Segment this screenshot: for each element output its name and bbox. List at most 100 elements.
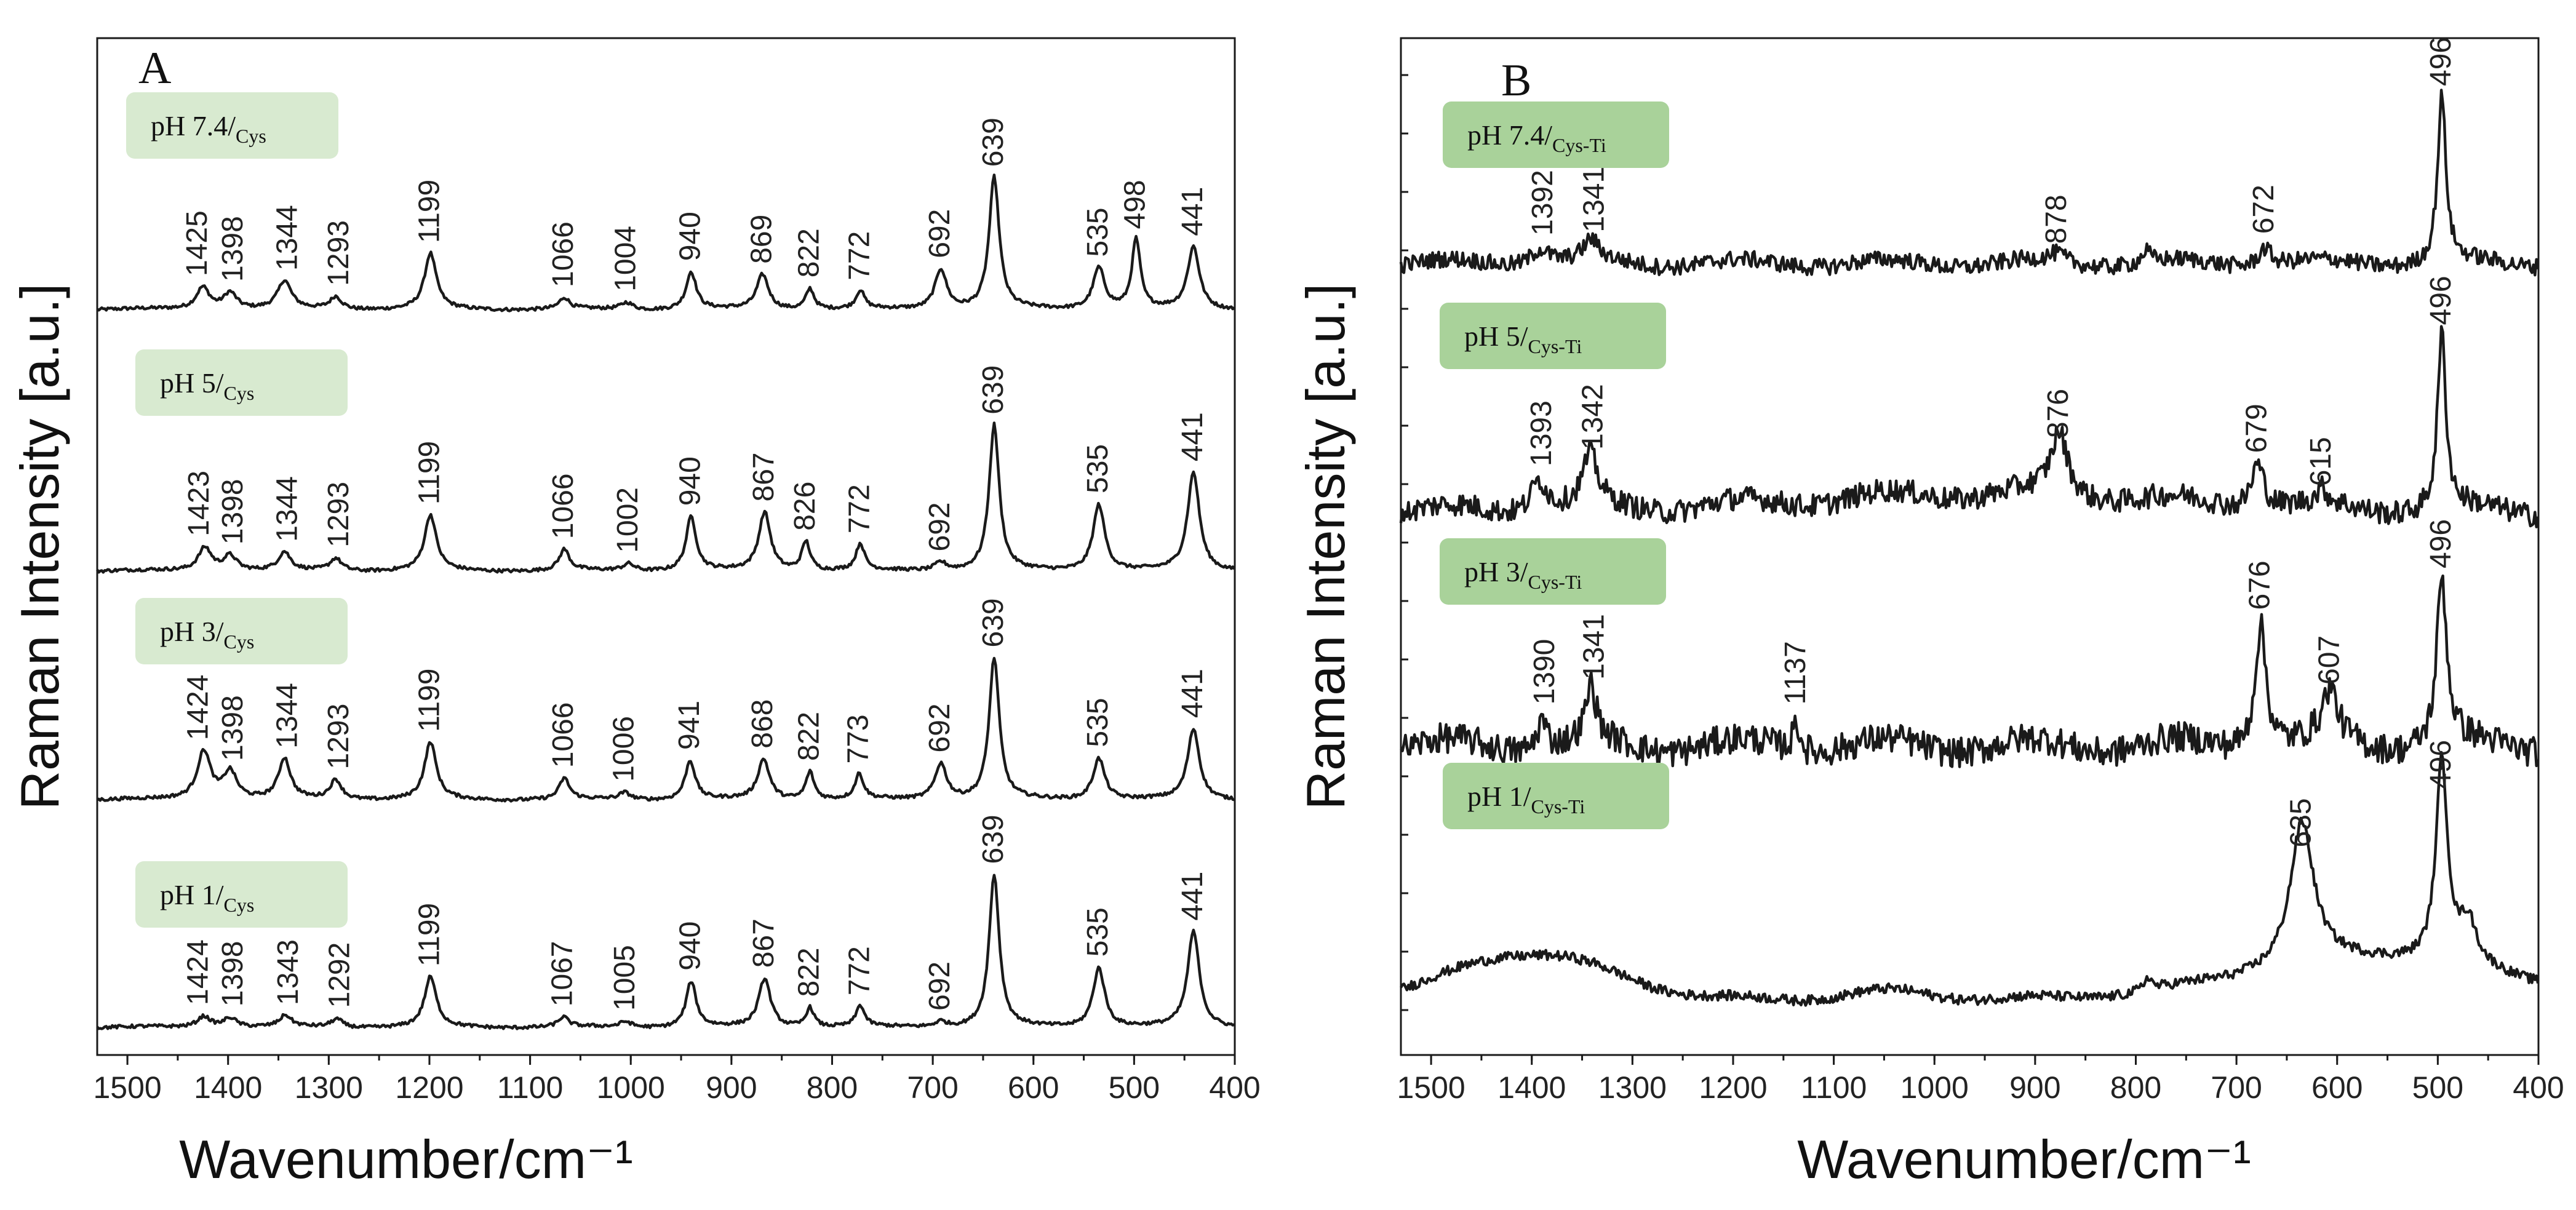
peak-label: 1342 bbox=[1577, 384, 1609, 450]
legend-box bbox=[135, 349, 348, 416]
peak-label: 867 bbox=[748, 918, 780, 968]
peak-label: 535 bbox=[1082, 444, 1114, 493]
legend-label: pH 5/Cys bbox=[160, 367, 254, 404]
x-tick-label: 1300 bbox=[295, 1070, 363, 1105]
peak-label: 867 bbox=[748, 452, 780, 501]
plot-frame-B bbox=[1400, 37, 2540, 1056]
peak-label: 1423 bbox=[183, 471, 215, 536]
peak-label: 692 bbox=[923, 961, 956, 1011]
spectrum-line bbox=[96, 874, 1235, 1030]
legend-box bbox=[126, 92, 338, 159]
peak-label: 1199 bbox=[413, 903, 446, 966]
spectrum-line bbox=[96, 421, 1236, 574]
peak-label: 535 bbox=[1082, 698, 1114, 747]
peak-label: 1005 bbox=[608, 945, 641, 1011]
peak-label: 496 bbox=[2425, 519, 2457, 568]
x-tick-label: 1200 bbox=[1699, 1070, 1767, 1105]
peak-label: 772 bbox=[843, 231, 875, 281]
peak-label: 615 bbox=[2305, 437, 2337, 486]
peak-label: 869 bbox=[746, 215, 778, 264]
legend-label: pH 3/Cys bbox=[160, 616, 254, 653]
plot-frame-A bbox=[96, 37, 1236, 1056]
peak-label: 940 bbox=[674, 921, 706, 971]
legend-box bbox=[1440, 303, 1666, 369]
peak-label: 1293 bbox=[322, 482, 355, 547]
peak-label: 679 bbox=[2241, 404, 2273, 453]
x-tick-label: 900 bbox=[2009, 1070, 2060, 1105]
peak-label: 535 bbox=[1082, 207, 1114, 257]
panel-B: 1500 1400 1300 1200 1100 1000 900 800 700 600 500 4… bbox=[1295, 37, 2564, 1190]
x-tick-label: 1400 bbox=[194, 1070, 262, 1105]
legend-box bbox=[1440, 538, 1666, 605]
x-tick-label: 400 bbox=[2513, 1070, 2564, 1105]
peak-label: 441 bbox=[1176, 872, 1209, 921]
peak-label: 1398 bbox=[217, 216, 249, 282]
x-tick-label: 600 bbox=[2311, 1070, 2363, 1105]
x-tick-label: 900 bbox=[706, 1070, 757, 1105]
peak-label: 1293 bbox=[322, 704, 355, 770]
peak-label: 672 bbox=[2247, 185, 2280, 234]
legend-label: pH 5/Cys-Ti bbox=[1464, 320, 1582, 357]
peak-label: 1292 bbox=[323, 942, 356, 1008]
peak-label: 441 bbox=[1176, 412, 1209, 461]
y-axis-title: Raman Intensity [a.u.] bbox=[9, 284, 70, 810]
peak-label: 1067 bbox=[546, 941, 579, 1007]
peak-label: 773 bbox=[842, 714, 875, 763]
x-tick-label: 1000 bbox=[597, 1070, 665, 1105]
x-axis-title: Wavenumber/cm⁻¹ bbox=[1797, 1129, 2251, 1190]
x-tick-label: 700 bbox=[2211, 1070, 2262, 1105]
peak-label: 676 bbox=[2243, 560, 2276, 610]
peak-label: 1425 bbox=[181, 210, 213, 276]
peak-label: 1344 bbox=[271, 205, 303, 271]
panel-A: 1500 1400 1300 1200 1100 1000 900 800 700 600 500 4… bbox=[9, 37, 1261, 1190]
x-tick-label: 1200 bbox=[395, 1070, 463, 1105]
peak-label: 498 bbox=[1119, 180, 1152, 229]
peak-label: 1398 bbox=[217, 941, 249, 1007]
peak-label: 1424 bbox=[181, 939, 214, 1005]
peak-label: 1344 bbox=[271, 476, 303, 542]
peak-label: 940 bbox=[674, 456, 706, 506]
panel-letter: A bbox=[138, 43, 171, 94]
peak-label: 1341 bbox=[1577, 614, 1610, 680]
peak-label: 635 bbox=[2285, 798, 2318, 847]
peak-label: 868 bbox=[746, 699, 779, 749]
legend-label: pH 1/Cys-Ti bbox=[1467, 781, 1585, 818]
peak-label: 639 bbox=[977, 117, 1010, 167]
spectrum-line bbox=[1399, 89, 2540, 277]
peak-label: 1002 bbox=[612, 487, 644, 553]
peak-label: 1398 bbox=[217, 695, 249, 761]
spectrum-line bbox=[96, 656, 1235, 803]
series-pH-3: 1390 1341 1137 676 607 496 pH 3/Cys-Ti bbox=[1400, 519, 2540, 768]
peak-label: 1137 bbox=[1779, 641, 1812, 704]
x-tick-label: 1100 bbox=[1801, 1070, 1867, 1105]
spectrum-line bbox=[1400, 574, 2540, 768]
peak-label: 1199 bbox=[413, 180, 446, 243]
peak-label: 692 bbox=[923, 703, 956, 752]
legend-label: pH 7.4/Cys bbox=[151, 110, 266, 147]
peak-label: 772 bbox=[843, 946, 875, 995]
peak-label: 639 bbox=[977, 598, 1010, 647]
peak-label: 1199 bbox=[413, 441, 446, 504]
x-tick-label: 800 bbox=[807, 1070, 858, 1105]
peak-label: 826 bbox=[789, 482, 821, 531]
peak-label: 1398 bbox=[217, 479, 249, 545]
peak-label: 822 bbox=[793, 228, 826, 277]
peak-label: 496 bbox=[2425, 37, 2457, 86]
peak-label: 1004 bbox=[610, 226, 642, 292]
x-tick-label: 500 bbox=[1109, 1070, 1160, 1105]
series-pH-5: 1393 1342 876 679 615 496 pH 5/Cys-Ti bbox=[1399, 276, 2540, 528]
spectrum-line bbox=[1400, 750, 2540, 1007]
peak-label: 441 bbox=[1176, 187, 1209, 236]
legend-box bbox=[1443, 101, 1669, 168]
peak-label: 940 bbox=[674, 212, 706, 261]
peak-label: 639 bbox=[977, 814, 1010, 864]
x-tick-label: 700 bbox=[907, 1070, 958, 1105]
series-pH-3: 1424 1398 1344 1293 1199 1066 1006 941 868 822 773… bbox=[96, 598, 1235, 803]
spectrum-line bbox=[96, 173, 1235, 312]
panel-letter: B bbox=[1501, 55, 1531, 106]
series-pH-1: 635 496 pH 1/Cys-Ti bbox=[1400, 740, 2540, 1007]
peak-label: 1393 bbox=[1525, 400, 1558, 466]
legend-label: pH 7.4/Cys-Ti bbox=[1467, 119, 1606, 156]
x-tick-label: 800 bbox=[2110, 1070, 2161, 1105]
